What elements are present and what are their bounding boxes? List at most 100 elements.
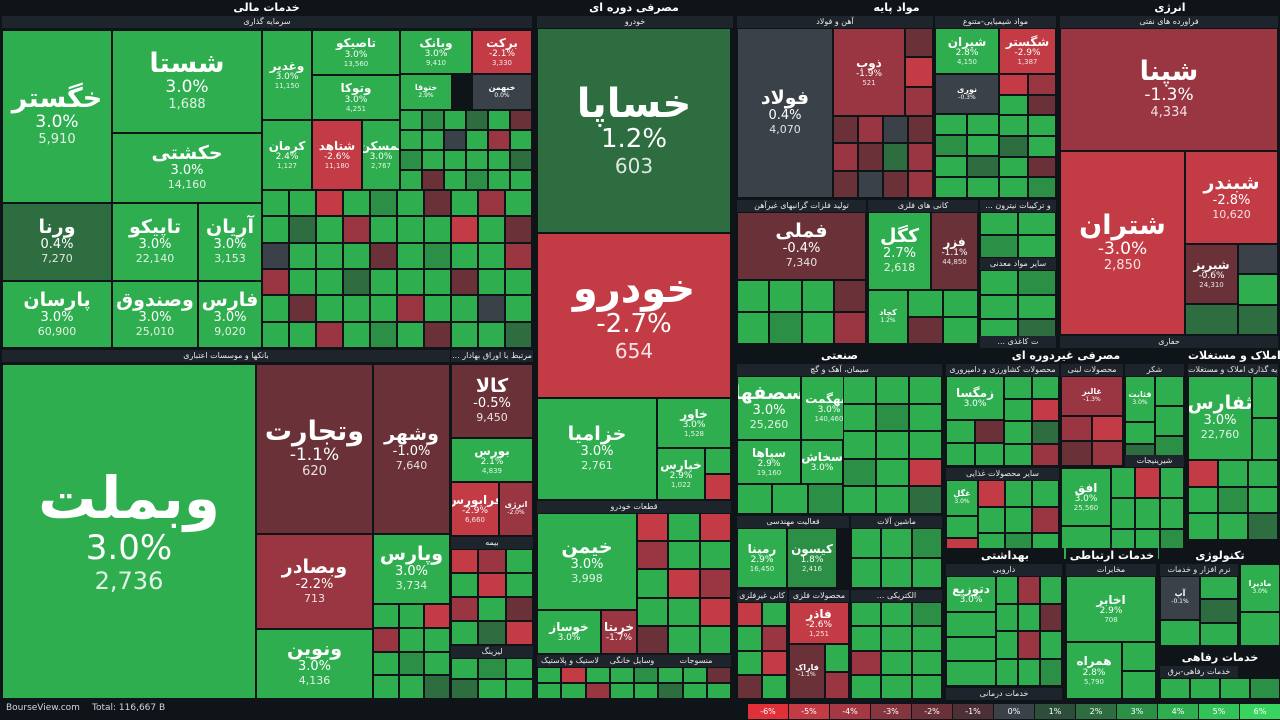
- tile[interactable]: فولاد 0.4% 4,070: [737, 28, 833, 198]
- tile[interactable]: کچاد 1.2%: [868, 290, 908, 344]
- tile[interactable]: وتجارت -1.1% 620: [256, 364, 373, 534]
- subsector-realestate[interactable]: سرمایه گذاری املاک و مستغلات: [1188, 364, 1278, 376]
- subsector-otherfood[interactable]: سایر محصولات غذایی: [946, 468, 1059, 480]
- sector-financial[interactable]: خدمات مالی سرمایه گذاری خگستر 3.0% 5,910…: [0, 0, 533, 700]
- subsector-auto[interactable]: خودرو: [537, 16, 733, 28]
- subsector-banks[interactable]: بانکها و موسسات اعتباری: [2, 350, 450, 364]
- subsector-investment[interactable]: سرمایه گذاری: [2, 16, 532, 349]
- subsector-textile[interactable]: منسوجات: [661, 655, 731, 667]
- subsector-mineral-combo[interactable]: ... و ترکیبات نیترون: [980, 200, 1056, 212]
- subsector-welfare[interactable]: خدمات رفاهی-برق: [1160, 666, 1238, 678]
- subsector-autoparts[interactable]: قطعات خودرو: [537, 501, 731, 513]
- tile[interactable]: غگل 3.0%: [946, 480, 978, 516]
- tile[interactable]: شستا 3.0% 1,688: [112, 30, 262, 133]
- subsector-drilling[interactable]: حفاری: [1060, 336, 1278, 348]
- tile[interactable]: وپارس 3.0% 3,734: [373, 534, 450, 604]
- tile[interactable]: ورنا 0.4% 7,270: [2, 203, 112, 281]
- tile[interactable]: وشهر -1.0% 7,640: [373, 364, 450, 534]
- tile[interactable]: کیسون 1.8% 2,416: [787, 528, 837, 588]
- subsector-rubber[interactable]: لاستیک و پلاستیک: [537, 655, 603, 667]
- tile[interactable]: خیمن 3.0% 3,998: [537, 513, 637, 610]
- tile[interactable]: خریتا -1.7%: [601, 610, 637, 654]
- tile[interactable]: ثمسکن 3.0% 2,767: [362, 120, 400, 190]
- subsector-leasing[interactable]: لیزینگ: [451, 646, 533, 658]
- subsector-sugar[interactable]: شکر: [1125, 364, 1184, 376]
- tile[interactable]: زمگسا 3.0%: [946, 376, 1004, 420]
- tile[interactable]: انرژی -2.0%: [499, 482, 533, 536]
- tile[interactable]: وتوکا 3.0% 4,251: [312, 75, 400, 120]
- tile[interactable]: خپارس 2.9% 1,022: [657, 448, 705, 500]
- subsector-metals[interactable]: تولید فلزات گرانبهای غیرآهن: [737, 200, 866, 212]
- tile[interactable]: رمپنا 2.9% 16,450: [737, 528, 787, 588]
- tile[interactable]: خبهمن 0.0%: [472, 74, 532, 110]
- subsector-nonmetal[interactable]: کانی غیرفلزی: [737, 590, 787, 602]
- tile[interactable]: کالا -0.5% 9,450: [451, 364, 533, 438]
- tile[interactable]: همراه 2.8% 5,790: [1066, 642, 1122, 699]
- brand-link[interactable]: BourseView.com: [6, 703, 80, 713]
- subsector-chemical[interactable]: مواد شیمیایی-متنوع: [935, 16, 1056, 28]
- subsector-sweets[interactable]: شیرینیجات: [1125, 455, 1184, 467]
- tile[interactable]: وصندوق 3.0% 25,010: [112, 281, 198, 348]
- tile[interactable]: خزامیا 3.0% 2,761: [537, 398, 657, 500]
- tile[interactable]: آریان 3.0% 3,153: [198, 203, 262, 281]
- tile[interactable]: شتاهد -2.6% 11,180: [312, 120, 362, 190]
- tile[interactable]: آپ -0.1%: [1160, 576, 1200, 620]
- tile[interactable]: ختوقا 2.9%: [400, 74, 452, 110]
- subsector-exchange[interactable]: ... مرتبط با اوراق بهادار: [451, 350, 533, 364]
- tile[interactable]: فرابورس -2.9% 6,660: [451, 482, 499, 536]
- tile[interactable]: ذوب -1.9% 521: [833, 28, 905, 116]
- tile[interactable]: وغدیر 3.0% 11,150: [262, 30, 312, 120]
- subsector-electric[interactable]: ... الکتریکی: [851, 590, 942, 602]
- tile[interactable]: شبریز -0.6% 24,310: [1185, 244, 1238, 304]
- subsector-agri[interactable]: محصولات کشاورزی و دامپروری: [946, 364, 1059, 376]
- tile[interactable]: افق 3.0% 25,560: [1061, 468, 1111, 526]
- subsector-insurance[interactable]: بیمه: [451, 537, 533, 549]
- tile[interactable]: سخاش 3.0%: [801, 440, 843, 484]
- subsector-contracting[interactable]: ماشین آلات: [851, 516, 942, 528]
- tile[interactable]: خاور 3.0% 1,528: [657, 398, 731, 448]
- subsector-steel[interactable]: آهن و فولاد: [737, 16, 933, 28]
- tile[interactable]: وبملت 3.0% 2,736: [2, 364, 256, 699]
- subsector-telecom[interactable]: مخابرات: [1066, 564, 1156, 576]
- tile[interactable]: کگل 2.7% 2,618: [868, 212, 931, 290]
- tile[interactable]: پارسان 3.0% 60,900: [2, 281, 112, 348]
- tile[interactable]: تاصیکو 3.0% 13,560: [312, 30, 400, 75]
- tile[interactable]: خوساز 3.0%: [537, 610, 601, 654]
- tile[interactable]: کرمان 2.4% 1,127: [262, 120, 312, 190]
- tile[interactable]: برکت -2.1% 3,330: [472, 30, 532, 74]
- subsector-engineering[interactable]: فعالیت مهندسی: [737, 516, 849, 528]
- tile[interactable]: بورس 2.1% 4,839: [451, 438, 533, 482]
- subsector-refinery[interactable]: فراورده های نفتی: [1060, 16, 1278, 28]
- tile[interactable]: فارس 3.0% 9,020: [198, 281, 262, 348]
- subsector-minerals[interactable]: کانی های فلزی: [868, 200, 978, 212]
- tile[interactable]: فملی -0.4% 7,340: [737, 212, 866, 280]
- tile[interactable]: غالبر -1.3%: [1061, 376, 1123, 416]
- tile[interactable]: تاپیکو 3.0% 22,140: [112, 203, 198, 281]
- tile[interactable]: شبندر -2.8% 10,620: [1185, 151, 1278, 244]
- tile[interactable]: فاذر -2.6% 1,251: [789, 602, 849, 644]
- subsector-cement[interactable]: سیمان، آهک و گچ: [737, 364, 942, 376]
- subsector-food[interactable]: محصولات لبنی: [1061, 364, 1123, 376]
- tile[interactable]: فزر -1.1% 44,850: [931, 212, 978, 290]
- tile[interactable]: سپاها 2.9% 19,160: [737, 440, 801, 484]
- tile[interactable]: ونوین 3.0% 4,136: [256, 629, 373, 699]
- tile[interactable]: شپنا -1.3% 4,334: [1060, 28, 1278, 151]
- subsector-woodpaper[interactable]: ... ت کاغذی: [980, 336, 1056, 348]
- tile[interactable]: فاراک -1.1%: [789, 644, 825, 699]
- tile[interactable]: خگستر 3.0% 5,910: [2, 30, 112, 203]
- tile[interactable]: خودرو -2.7% 654: [537, 233, 731, 398]
- tile[interactable]: قثابت 3.0%: [1125, 376, 1155, 422]
- tile[interactable]: اخابر 2.9% 708: [1066, 576, 1156, 642]
- tile[interactable]: شتران -3.0% 2,850: [1060, 151, 1185, 335]
- subsector-metalproducts[interactable]: محصولات فلزی: [789, 590, 849, 602]
- subsector-pharma[interactable]: دارویی: [946, 564, 1062, 576]
- tile[interactable]: شگستر -2.9% 1,387: [999, 28, 1056, 74]
- subsector-household[interactable]: وسایل خانگی: [603, 655, 661, 667]
- subsector-other-minerals[interactable]: سایر مواد معدنی: [980, 258, 1056, 270]
- tile[interactable]: دتوزیع 3.0%: [946, 576, 996, 612]
- tile[interactable]: حکشتی 3.0% 14,160: [112, 133, 262, 203]
- tile[interactable]: خساپا 1.2% 603: [537, 28, 731, 233]
- tile[interactable]: مادیرا 3.0%: [1240, 564, 1280, 612]
- tile[interactable]: نوری -0.3%: [935, 74, 999, 114]
- tile[interactable]: ثفارس 3.0% 22,760: [1188, 376, 1252, 460]
